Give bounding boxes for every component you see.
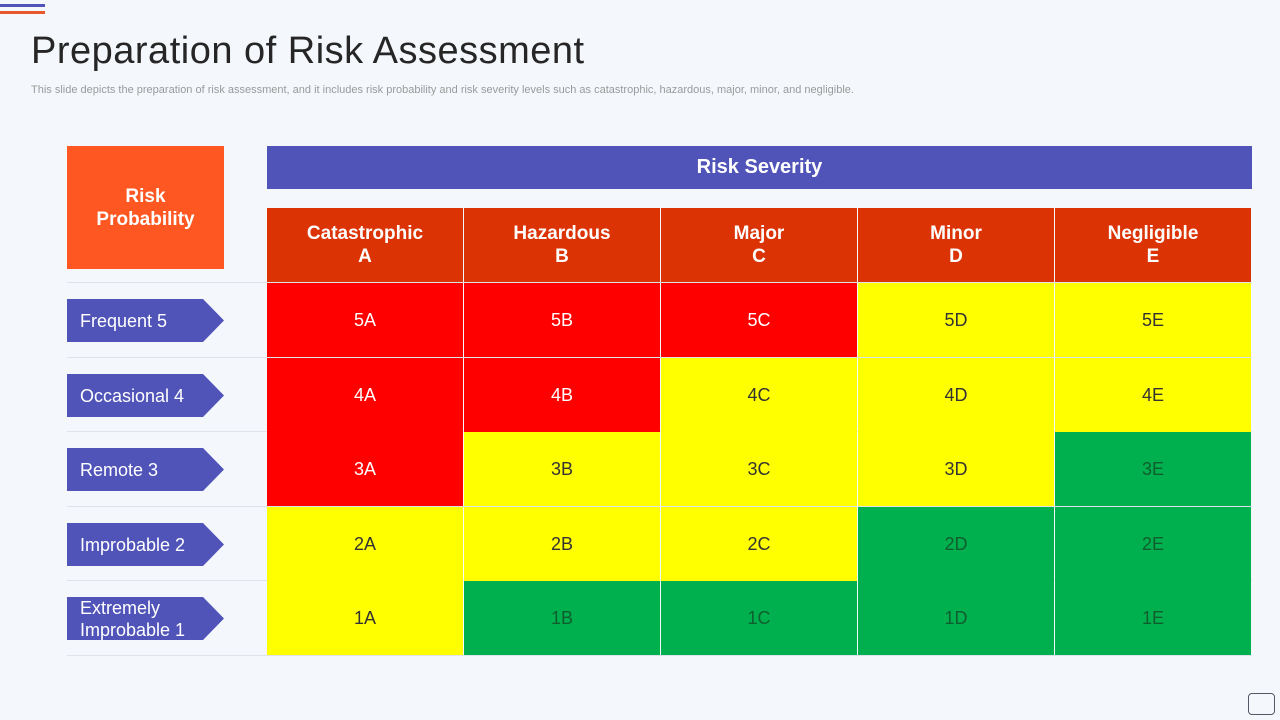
severity-column-name: Minor <box>930 223 982 244</box>
severity-column-code: D <box>949 246 963 267</box>
severity-column-name: Hazardous <box>513 223 611 244</box>
corner-button[interactable] <box>1248 693 1275 715</box>
risk-cell: 5E <box>1055 283 1251 357</box>
severity-column-header: Major C <box>661 208 857 282</box>
severity-column-header: Negligible E <box>1055 208 1251 282</box>
severity-column-code: E <box>1146 246 1160 267</box>
risk-severity-header: Risk Severity <box>267 146 1252 189</box>
risk-probability-header-line: Risk <box>125 185 166 207</box>
severity-column-name: Catastrophic <box>306 223 424 244</box>
risk-cell: 3C <box>661 432 857 506</box>
risk-cell: 2E <box>1055 507 1251 581</box>
page-title: Preparation of Risk Assessment <box>31 30 585 72</box>
risk-cell: 4C <box>661 358 857 432</box>
risk-cell: 2D <box>858 507 1054 581</box>
severity-column-header: Minor D <box>858 208 1054 282</box>
severity-column-header: Catastrophic A <box>267 208 463 282</box>
probability-row-label: Extremely Improbable 1 <box>67 597 224 640</box>
probability-row-label: Frequent 5 <box>67 299 224 342</box>
risk-cell: 1C <box>661 581 857 655</box>
severity-column-name: Major <box>733 223 785 244</box>
probability-row-label: Remote 3 <box>67 448 224 491</box>
risk-cell: 5C <box>661 283 857 357</box>
severity-column-header: Hazardous B <box>464 208 660 282</box>
risk-cell: 5B <box>464 283 660 357</box>
risk-cell: 5D <box>858 283 1054 357</box>
risk-cell: 1D <box>858 581 1054 655</box>
risk-cell: 2B <box>464 507 660 581</box>
risk-cell: 3D <box>858 432 1054 506</box>
risk-cell: 3B <box>464 432 660 506</box>
logo-bar-top <box>0 4 45 7</box>
risk-cell: 1A <box>267 581 463 655</box>
row-divider <box>67 357 1252 358</box>
risk-probability-header-line: Probability <box>96 208 195 230</box>
risk-cell: 5A <box>267 283 463 357</box>
row-divider <box>67 655 1252 656</box>
severity-column-code: B <box>555 246 569 267</box>
risk-cell: 2C <box>661 507 857 581</box>
risk-cell: 3E <box>1055 432 1251 506</box>
risk-cell: 3A <box>267 432 463 506</box>
severity-column-name: Negligible <box>1107 223 1199 244</box>
risk-cell: 1E <box>1055 581 1251 655</box>
page-subtitle: This slide depicts the preparation of ri… <box>31 84 854 96</box>
logo-bar-bottom <box>0 11 45 14</box>
row-divider <box>67 506 1252 507</box>
severity-column-code: C <box>752 246 766 267</box>
risk-cell: 4E <box>1055 358 1251 432</box>
risk-probability-header: Risk Probability <box>67 146 224 269</box>
risk-cell: 1B <box>464 581 660 655</box>
row-divider <box>67 282 1252 283</box>
risk-cell: 4B <box>464 358 660 432</box>
severity-column-code: A <box>358 246 372 267</box>
risk-cell: 2A <box>267 507 463 581</box>
probability-row-label: Improbable 2 <box>67 523 224 566</box>
probability-row-label: Occasional 4 <box>67 374 224 417</box>
risk-cell: 4A <box>267 358 463 432</box>
risk-cell: 4D <box>858 358 1054 432</box>
